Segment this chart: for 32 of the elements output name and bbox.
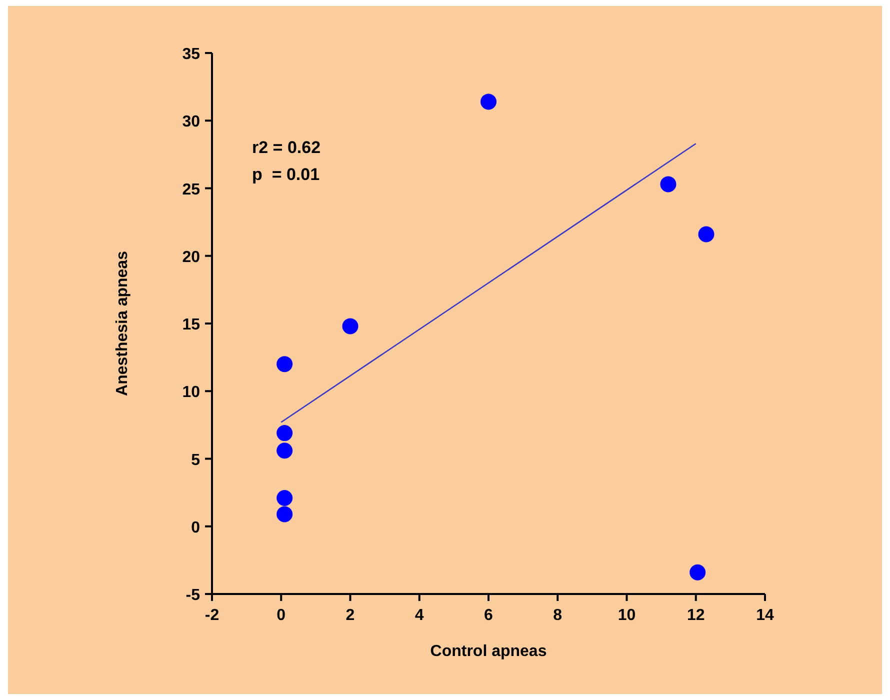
y-tick-label: 0 — [191, 519, 200, 536]
y-tick-label: 25 — [182, 181, 200, 198]
x-tick-label: 8 — [553, 607, 562, 624]
x-axis-title: Control apneas — [430, 643, 547, 660]
y-tick-label: 35 — [182, 46, 200, 63]
point — [276, 442, 293, 459]
y-tick-label: 30 — [182, 114, 200, 131]
y-tick-label: 10 — [182, 384, 200, 402]
y-tick-label: 15 — [182, 316, 200, 334]
point — [480, 94, 496, 110]
point — [660, 176, 676, 192]
x-tick-label: 14 — [756, 607, 774, 624]
y-tick-label: -5 — [186, 587, 200, 604]
x-tick-label: 10 — [618, 607, 636, 624]
annotation: p = 0.01 — [252, 165, 320, 184]
x-tick-label: 12 — [686, 607, 705, 624]
point — [342, 318, 358, 334]
y-tick-label: 20 — [182, 248, 200, 266]
point — [276, 425, 293, 442]
x-tick-label: -2 — [204, 607, 220, 624]
point — [276, 490, 293, 506]
x-tick-label: 6 — [484, 607, 494, 624]
annotation: r2 = 0.62 — [252, 138, 321, 157]
x-tick-label: 0 — [276, 607, 286, 624]
point — [276, 356, 293, 372]
x-tick-label: 4 — [414, 607, 424, 624]
point — [690, 564, 706, 580]
point — [698, 226, 714, 242]
y-axis-title: Anesthesia apneas — [114, 250, 131, 396]
x-tick-label: 2 — [346, 607, 355, 624]
point — [276, 506, 293, 522]
y-tick-label: 5 — [191, 452, 200, 469]
